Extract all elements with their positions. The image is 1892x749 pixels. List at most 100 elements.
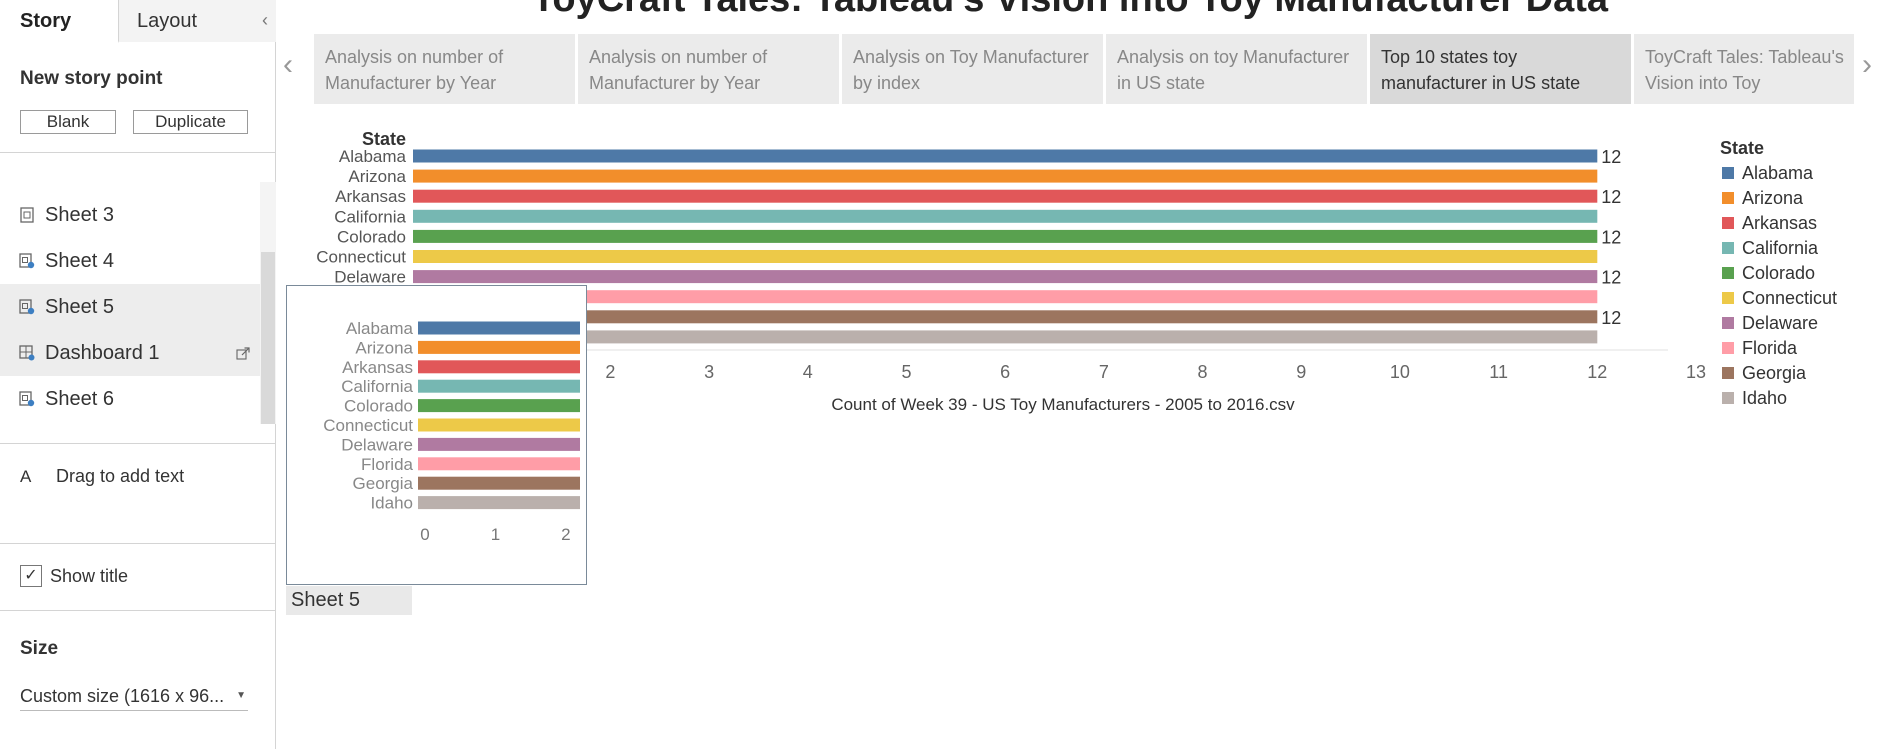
- new-story-point-title: New story point: [20, 68, 163, 89]
- bar: [413, 290, 1598, 304]
- divider: [0, 443, 276, 444]
- text-object-icon: A: [20, 466, 32, 486]
- story-side-panel: Story Layout ‹ New story point Blank Dup…: [0, 0, 276, 749]
- size-dropdown[interactable]: Custom size (1616 x 96... ▼: [20, 683, 248, 711]
- sheet-icon: [18, 252, 36, 270]
- data-label: 12: [1601, 308, 1621, 328]
- x-tick-label: 13: [1686, 362, 1706, 382]
- tab-layout-label: Layout: [137, 10, 198, 32]
- x-tick-label: 3: [704, 362, 714, 382]
- legend-swatch: [1722, 317, 1734, 329]
- bar: [413, 149, 1598, 163]
- tab-story[interactable]: Story: [0, 0, 119, 43]
- tooltip-x-tick-label: 0: [420, 525, 429, 544]
- legend-swatch: [1722, 392, 1734, 404]
- x-tick-label: 11: [1489, 362, 1508, 382]
- drag-text-object[interactable]: A Drag to add text: [20, 466, 184, 487]
- tooltip-category-label: Arizona: [355, 338, 413, 357]
- legend-item: Alabama: [1742, 163, 1814, 183]
- data-label: 12: [1601, 268, 1621, 288]
- legend-swatch: [1722, 192, 1734, 204]
- sheet-icon: [18, 298, 36, 316]
- blank-story-point-button[interactable]: Blank: [20, 110, 116, 134]
- x-tick-label: 8: [1198, 362, 1208, 382]
- next-story-point-icon[interactable]: ›: [1862, 48, 1872, 81]
- tooltip-bar: [418, 496, 580, 510]
- legend-swatch: [1722, 267, 1734, 279]
- show-title-option[interactable]: ✓ Show title: [20, 565, 128, 587]
- data-label: 12: [1601, 147, 1621, 167]
- duplicate-story-point-button[interactable]: Duplicate: [133, 110, 248, 134]
- tooltip-bar: [418, 418, 580, 432]
- chevron-down-icon: ▼: [236, 690, 246, 701]
- story-point-3[interactable]: Analysis on Toy Manufacturer by index: [842, 34, 1103, 104]
- data-label: 12: [1601, 227, 1621, 247]
- bar: [413, 229, 1598, 243]
- category-label: Arkansas: [335, 187, 406, 206]
- category-label: Alabama: [339, 147, 407, 166]
- tooltip-bar: [418, 437, 580, 451]
- tooltip-category-label: Idaho: [370, 494, 413, 513]
- legend-item: Colorado: [1742, 263, 1815, 283]
- tooltip-bar: [418, 476, 580, 490]
- sheet-item-sheet-3[interactable]: Sheet 3: [0, 192, 260, 238]
- go-to-sheet-icon[interactable]: [236, 344, 250, 367]
- collapse-panel-icon[interactable]: ‹: [262, 10, 268, 30]
- category-label: Arizona: [348, 167, 406, 186]
- size-dropdown-value: Custom size (1616 x 96...: [20, 686, 225, 706]
- tooltip-x-tick-label: 2: [561, 525, 570, 544]
- bar: [413, 270, 1598, 284]
- x-tick-label: 12: [1587, 362, 1607, 382]
- bar: [413, 310, 1598, 324]
- divider: [0, 610, 276, 611]
- tab-layout[interactable]: Layout ‹: [119, 0, 276, 42]
- data-label: 12: [1601, 187, 1621, 207]
- sheet-item-label: Sheet 5: [45, 295, 114, 318]
- story-point-2[interactable]: Analysis on number of Manufacturer by Ye…: [578, 34, 839, 104]
- story-point-6[interactable]: ToyCraft Tales: Tableau's Vision into To…: [1634, 34, 1854, 104]
- bar: [413, 250, 1598, 263]
- bar: [413, 209, 1598, 223]
- sheet-list: Sheet 3 Sheet 4 Sheet 5 Dashboard 1: [0, 182, 276, 424]
- story-point-5[interactable]: Top 10 states toy manufacturer in US sta…: [1370, 34, 1631, 104]
- sheet-icon: [18, 206, 36, 224]
- tooltip-bar: [418, 457, 580, 471]
- show-title-checkbox[interactable]: ✓: [20, 565, 42, 587]
- tooltip-category-label: Alabama: [346, 319, 414, 338]
- tooltip-x-tick-label: 1: [491, 525, 500, 544]
- previous-story-point-icon[interactable]: ‹: [283, 48, 293, 81]
- x-tick-label: 10: [1390, 362, 1410, 382]
- sheet-item-label: Sheet 4: [45, 249, 114, 272]
- size-section-title: Size: [20, 638, 59, 659]
- legend-swatch: [1722, 292, 1734, 304]
- legend-item: Arizona: [1742, 188, 1804, 208]
- bar: [413, 169, 1598, 183]
- story-point-1[interactable]: Analysis on number of Manufacturer by Ye…: [314, 34, 575, 104]
- legend-swatch: [1722, 217, 1734, 229]
- x-tick-label: 6: [1000, 362, 1010, 382]
- legend-item: Connecticut: [1742, 288, 1837, 308]
- sheet-item-sheet-4[interactable]: Sheet 4: [0, 238, 260, 284]
- tooltip-bar: [418, 340, 580, 354]
- x-tick-label: 7: [1099, 362, 1109, 382]
- divider: [0, 543, 276, 544]
- bar: [413, 189, 1598, 203]
- sheet-item-sheet-5[interactable]: Sheet 5: [0, 284, 260, 330]
- category-label: California: [334, 207, 406, 226]
- sheet-item-dashboard-1[interactable]: Dashboard 1: [0, 330, 260, 376]
- story-point-4[interactable]: Analysis on toy Manufacturer in US state: [1106, 34, 1367, 104]
- show-title-label: Show title: [50, 565, 129, 586]
- sheet-list-scrollbar-thumb[interactable]: [261, 252, 275, 424]
- tooltip-category-label: Colorado: [344, 397, 413, 416]
- legend-item: Arkansas: [1742, 213, 1817, 233]
- divider: [0, 152, 276, 153]
- row-header: State: [362, 129, 406, 149]
- category-label: Delaware: [334, 268, 406, 287]
- tooltip-category-label: Delaware: [341, 435, 413, 454]
- tooltip-category-label: Florida: [361, 455, 414, 474]
- sheet-item-sheet-6[interactable]: Sheet 6: [0, 376, 260, 422]
- legend-item: Idaho: [1742, 388, 1787, 408]
- tooltip-bar-chart: AlabamaArizonaArkansasCaliforniaColorado…: [323, 319, 580, 544]
- legend-swatch: [1722, 242, 1734, 254]
